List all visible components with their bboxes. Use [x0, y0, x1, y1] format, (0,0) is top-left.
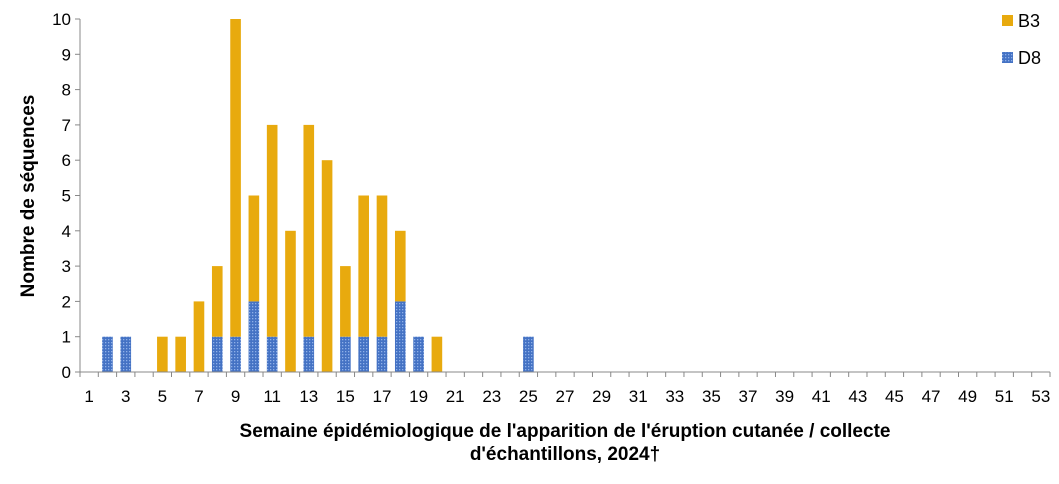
y-tick-label: 10	[52, 10, 71, 29]
x-tick-label: 13	[299, 387, 318, 406]
bar-d8-week-18	[394, 301, 406, 372]
bar-b3-week-13	[303, 124, 315, 337]
x-tick-label: 49	[958, 387, 977, 406]
bar-b3-week-6	[175, 336, 186, 372]
y-tick-label: 2	[62, 292, 71, 311]
x-tick-label: 23	[482, 387, 501, 406]
legend: B3 D8	[1002, 11, 1041, 68]
y-tick-label: 5	[62, 187, 71, 206]
x-axis-title-line1: Semaine épidémiologique de l'apparition …	[240, 421, 891, 442]
x-tick-label: 1	[84, 387, 93, 406]
x-tick-label: 21	[446, 387, 465, 406]
bar-d8-week-13	[303, 336, 315, 372]
legend-swatch-d8	[1002, 52, 1013, 63]
bar-b3-week-11	[266, 124, 278, 337]
x-tick-label: 51	[995, 387, 1014, 406]
bar-b3-week-12	[285, 230, 296, 372]
bar-b3-week-18	[394, 230, 406, 302]
bar-b3-week-14	[321, 160, 333, 372]
y-tick-label: 0	[62, 363, 71, 382]
x-tick-label: 45	[885, 387, 904, 406]
y-tick-label: 9	[62, 45, 71, 64]
bars-layer	[102, 19, 534, 372]
bar-b3-week-15	[340, 266, 351, 337]
x-tick-label: 43	[848, 387, 867, 406]
y-axis-title: Nombre de séquences	[18, 95, 39, 298]
bar-d8-week-2	[102, 336, 113, 372]
legend-label-b3: B3	[1018, 11, 1040, 31]
x-tick-label: 33	[665, 387, 684, 406]
axes-layer	[75, 18, 1051, 377]
x-tick-label: 11	[263, 387, 281, 406]
x-tick-label: 19	[409, 387, 428, 406]
bar-b3-week-20	[431, 336, 443, 372]
legend-swatch-b3	[1002, 15, 1013, 26]
y-tick-label: 1	[62, 328, 71, 347]
x-tick-label: 37	[739, 387, 758, 406]
bar-d8-week-17	[376, 336, 388, 372]
x-tick-label: 53	[1031, 387, 1050, 406]
bar-d8-week-19	[413, 336, 424, 372]
x-tick-label: 15	[336, 387, 355, 406]
y-tick-label: 7	[62, 116, 71, 135]
y-tick-label: 4	[62, 222, 71, 241]
x-tick-label: 29	[592, 387, 611, 406]
x-tick-label: 17	[373, 387, 392, 406]
x-tick-label: 9	[231, 387, 240, 406]
y-tick-label: 3	[62, 257, 71, 276]
bar-d8-week-9	[230, 336, 241, 372]
bar-b3-week-9	[230, 19, 241, 337]
legend-label-d8: D8	[1018, 48, 1041, 68]
x-tick-label: 25	[519, 387, 538, 406]
bar-b3-week-5	[157, 336, 168, 372]
x-tick-label: 47	[922, 387, 941, 406]
bar-d8-week-16	[358, 336, 369, 372]
x-tick-label: 39	[775, 387, 794, 406]
y-tick-label: 6	[62, 151, 71, 170]
x-tick-label: 41	[812, 387, 831, 406]
bar-b3-week-10	[248, 195, 260, 302]
x-tick-label: 35	[702, 387, 721, 406]
bar-d8-week-8	[211, 336, 223, 372]
x-tick-label: 27	[556, 387, 575, 406]
x-tick-label: 5	[158, 387, 167, 406]
bar-b3-week-7	[193, 301, 205, 372]
bar-d8-week-11	[266, 336, 278, 372]
y-tick-label: 8	[62, 81, 71, 100]
bar-b3-week-17	[376, 195, 388, 337]
x-tick-label: 7	[194, 387, 203, 406]
bar-d8-week-3	[120, 336, 132, 372]
x-axis-title-line2: d'échantillons, 2024†	[470, 444, 660, 465]
bar-b3-week-8	[211, 266, 223, 337]
x-tick-label: 31	[629, 387, 648, 406]
bar-d8-week-15	[340, 336, 351, 372]
bar-d8-week-10	[248, 301, 260, 372]
bar-d8-week-25	[523, 336, 534, 372]
x-tick-label: 3	[121, 387, 130, 406]
bar-b3-week-16	[358, 195, 369, 337]
